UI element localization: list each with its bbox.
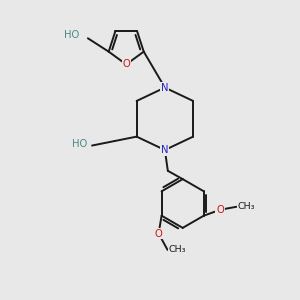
Text: N: N [161,82,169,93]
Text: N: N [161,145,169,155]
Text: HO: HO [72,139,87,149]
Text: O: O [216,205,224,215]
Text: O: O [122,59,130,69]
Text: O: O [155,229,163,238]
Text: CH₃: CH₃ [237,202,255,211]
Text: CH₃: CH₃ [168,245,186,254]
Text: HO: HO [64,30,79,40]
